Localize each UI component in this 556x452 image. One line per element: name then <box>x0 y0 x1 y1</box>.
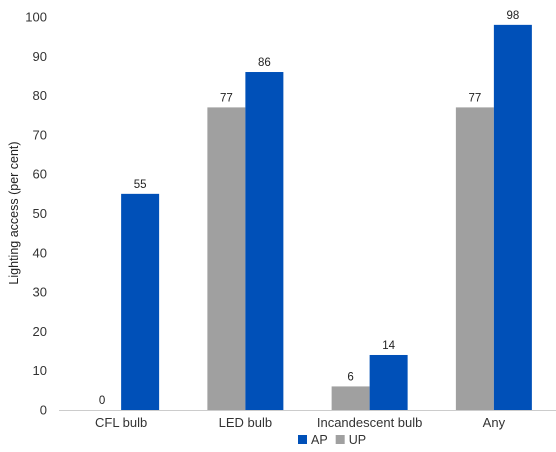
y-tick-label: 0 <box>40 403 47 418</box>
y-tick-label: 10 <box>33 363 47 378</box>
plot-area: 0 55 77 86 6 14 77 98 <box>99 10 532 411</box>
legend-swatch-ap <box>298 435 307 444</box>
y-tick-label: 90 <box>33 49 47 64</box>
data-label: 55 <box>134 179 147 191</box>
bar-ap <box>245 72 284 411</box>
y-tick-label: 30 <box>33 285 47 300</box>
x-tick-label: CFL bulb <box>95 415 147 430</box>
y-tick-label: 60 <box>33 167 47 182</box>
bar-up <box>455 107 494 410</box>
y-tick-label: 50 <box>33 206 47 221</box>
data-label: 98 <box>506 10 519 22</box>
bar-up <box>207 107 246 410</box>
y-tick-label: 80 <box>33 88 47 103</box>
x-tick-label: LED bulb <box>219 415 272 430</box>
y-axis: 0 10 20 30 40 50 60 70 80 90 100 <box>25 10 47 418</box>
y-tick-label: 70 <box>33 127 47 142</box>
legend: AP UP <box>298 433 366 447</box>
legend-label-up: UP <box>349 433 366 447</box>
x-tick-label: Incandescent bulb <box>317 415 423 430</box>
data-label: 77 <box>468 92 481 104</box>
x-tick-label: Any <box>483 415 506 430</box>
y-tick-label: 100 <box>25 10 47 25</box>
y-tick-label: 20 <box>33 324 47 339</box>
bar-ap <box>369 354 408 410</box>
data-label: 6 <box>347 371 353 383</box>
legend-swatch-up <box>335 435 345 444</box>
x-axis: CFL bulb LED bulb Incandescent bulb Any <box>95 415 506 430</box>
bar-up <box>331 386 370 410</box>
y-tick-label: 40 <box>33 245 47 260</box>
bar-ap <box>493 24 532 411</box>
y-axis-title: Lighting access (per cent) <box>7 141 21 284</box>
legend-label-ap: AP <box>311 433 328 447</box>
data-label: 0 <box>99 395 105 407</box>
bar-ap <box>121 193 160 410</box>
data-label: 77 <box>220 92 233 104</box>
data-label: 14 <box>382 340 395 352</box>
data-label: 86 <box>258 57 271 69</box>
